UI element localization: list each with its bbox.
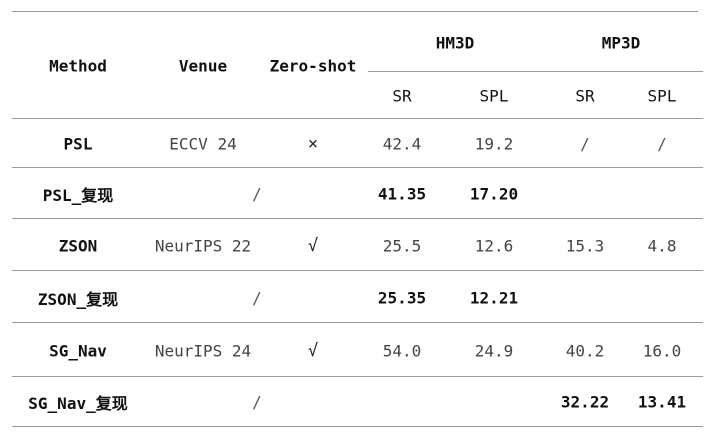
row-rule: [12, 167, 703, 168]
cell-venue: NeurIPS 24: [154, 341, 252, 361]
cell-hm3d-spl: 12.6: [474, 236, 514, 256]
cell-venue: NeurIPS 22: [154, 236, 252, 256]
cell-method: SG_Nav: [49, 341, 107, 361]
cell-hm3d-sr: 25.35: [377, 288, 427, 308]
cell-mp3d-sr: 32.22: [560, 392, 610, 412]
header-venue: Venue: [178, 56, 228, 76]
row-rule: [12, 270, 703, 271]
header-hm3d-spl: SPL: [479, 86, 509, 106]
cell-venue: /: [252, 392, 262, 412]
cell-method: PSL: [63, 134, 93, 154]
cell-venue: ECCV 24: [169, 134, 237, 154]
row-rule: [12, 322, 703, 323]
cell-hm3d-spl: 24.9: [474, 341, 514, 361]
cell-mp3d-spl: /: [657, 134, 667, 154]
cell-hm3d-spl: 17.20: [469, 184, 519, 204]
cell-zero-shot: ×: [307, 134, 319, 154]
header-hm3d-sr: SR: [392, 86, 412, 106]
header-mp3d-sr: SR: [575, 86, 595, 106]
row-rule: [12, 376, 703, 377]
header-method: Method: [49, 56, 107, 76]
cell-zero-shot: √: [307, 236, 319, 256]
header-group-rule: [368, 71, 703, 72]
header-hm3d: HM3D: [435, 33, 475, 53]
cell-hm3d-sr: 42.4: [382, 134, 422, 154]
cell-mp3d-spl: 4.8: [647, 236, 677, 256]
cell-venue: /: [252, 288, 262, 308]
cell-hm3d-spl: 19.2: [474, 134, 514, 154]
cell-method: PSL_复现: [42, 186, 114, 205]
cell-hm3d-sr: 41.35: [377, 184, 427, 204]
cell-venue: /: [252, 184, 262, 204]
cell-mp3d-sr: 15.3: [565, 236, 605, 256]
cell-method: SG_Nav_复现: [28, 394, 128, 413]
header-bottom-rule: [12, 118, 703, 119]
row-rule: [12, 218, 703, 219]
cell-hm3d-sr: 54.0: [382, 341, 422, 361]
table-top-rule: [12, 11, 698, 12]
header-mp3d: MP3D: [601, 33, 641, 53]
cell-mp3d-spl: 16.0: [642, 341, 682, 361]
cell-mp3d-sr: 40.2: [565, 341, 605, 361]
cell-zero-shot: √: [307, 341, 319, 361]
cell-mp3d-sr: /: [580, 134, 590, 154]
table-bottom-rule: [12, 426, 703, 427]
header-zero-shot: Zero-shot: [269, 56, 357, 76]
cell-method: ZSON_复现: [37, 290, 119, 309]
cell-hm3d-sr: 25.5: [382, 236, 422, 256]
cell-mp3d-spl: 13.41: [637, 392, 687, 412]
cell-hm3d-spl: 12.21: [469, 288, 519, 308]
header-mp3d-spl: SPL: [647, 86, 677, 106]
cell-method: ZSON: [58, 236, 98, 256]
